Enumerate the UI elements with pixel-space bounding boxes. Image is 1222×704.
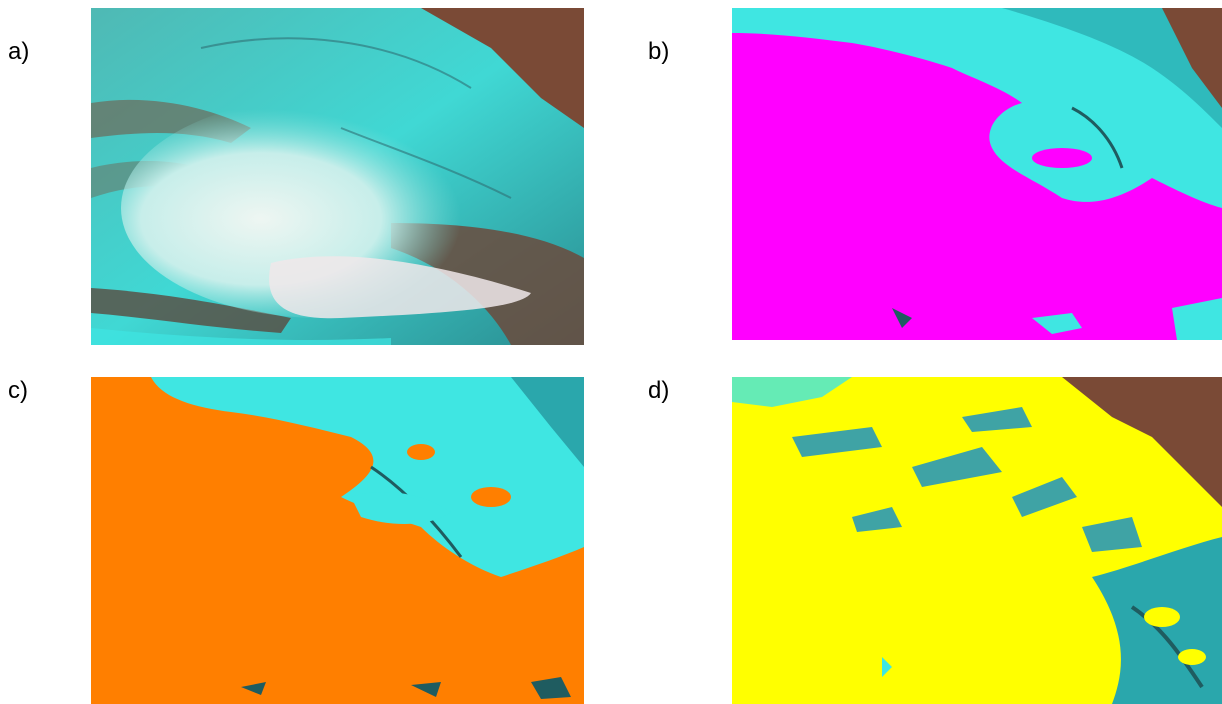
satellite-image-a	[91, 8, 584, 345]
cloud-mask-image-b-graphic	[732, 8, 1222, 340]
cloud-mask-image-d	[732, 377, 1222, 704]
panel-c-label: c)	[8, 377, 28, 404]
panel-a-label: a)	[8, 38, 30, 65]
panel-b-label: b)	[648, 38, 670, 65]
cloud-mask-image-c-graphic	[91, 377, 584, 704]
panel-d-label: d)	[648, 377, 670, 404]
cloud-mask-image-c	[91, 377, 584, 704]
cloud-mask-image-d-graphic	[732, 377, 1222, 704]
satellite-image-a-graphic	[91, 8, 584, 345]
cloud-mask-image-b	[732, 8, 1222, 340]
